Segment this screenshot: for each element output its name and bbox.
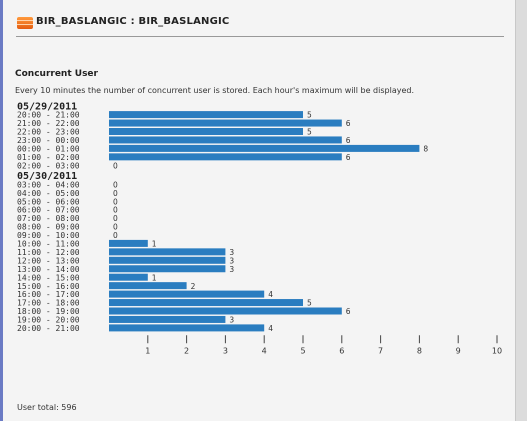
bar	[109, 324, 265, 332]
tick-label: 9	[456, 346, 461, 355]
bar	[109, 248, 226, 256]
tick-label: 10	[492, 346, 502, 355]
tick-label: 3	[223, 346, 228, 355]
date-header: 05/29/2011	[17, 102, 77, 113]
bar-value-label: 3	[229, 248, 234, 257]
scrollbar[interactable]	[515, 0, 527, 421]
bar-value-label: 3	[229, 265, 234, 274]
bar	[109, 136, 342, 144]
bar-value-label: 1	[152, 273, 157, 282]
bar-value-label: 6	[346, 153, 351, 162]
row-label: 09:00 - 10:00	[17, 231, 80, 240]
bar	[109, 299, 303, 307]
date-header: 05/30/2011	[17, 171, 77, 182]
bar-value-label: 2	[191, 282, 196, 291]
bar-value-label: 0	[113, 214, 118, 223]
tick-label: 2	[184, 346, 189, 355]
bar-value-label: 0	[113, 231, 118, 240]
bar	[109, 282, 187, 290]
bar-value-label: 0	[113, 206, 118, 215]
tick-label: 7	[378, 346, 383, 355]
bar	[109, 239, 148, 247]
row-label: 18:00 - 19:00	[17, 307, 80, 316]
row-label: 22:00 - 23:00	[17, 128, 80, 137]
bar-value-label: 5	[307, 299, 312, 308]
row-label: 15:00 - 16:00	[17, 282, 80, 291]
user-total: User total: 596	[17, 403, 77, 412]
row-label: 14:00 - 15:00	[17, 273, 80, 282]
bar	[109, 119, 342, 127]
bar-value-label: 6	[346, 307, 351, 316]
bar	[109, 144, 420, 152]
bar	[109, 307, 342, 315]
page-title: BIR_BASLANGIC : BIR_BASLANGIC	[36, 16, 230, 27]
row-label: 00:00 - 01:00	[17, 145, 80, 154]
bar-value-label: 0	[113, 161, 118, 170]
section-title: Concurrent User	[15, 69, 98, 79]
row-label: 23:00 - 00:00	[17, 136, 80, 145]
bar	[109, 273, 148, 281]
bar	[109, 315, 226, 323]
row-label: 06:00 - 07:00	[17, 206, 80, 215]
header-divider	[16, 36, 504, 37]
row-label: 01:00 - 02:00	[17, 153, 80, 162]
bar-value-label: 1	[152, 240, 157, 249]
row-label: 13:00 - 14:00	[17, 265, 80, 274]
bar-value-label: 0	[113, 180, 118, 189]
bar-value-label: 6	[346, 119, 351, 128]
bar-value-label: 5	[307, 128, 312, 137]
bar-value-label: 0	[113, 197, 118, 206]
bar-value-label: 3	[229, 316, 234, 325]
bar-value-label: 4	[268, 290, 273, 299]
row-label: 04:00 - 05:00	[17, 189, 80, 198]
row-label: 07:00 - 08:00	[17, 214, 80, 223]
row-label: 02:00 - 03:00	[17, 161, 80, 170]
bar-value-label: 6	[346, 136, 351, 145]
row-label: 11:00 - 12:00	[17, 248, 80, 257]
section-description: Every 10 minutes the number of concurren…	[15, 86, 415, 95]
bar-value-label: 3	[229, 256, 234, 265]
row-label: 12:00 - 13:00	[17, 256, 80, 265]
bar	[109, 265, 226, 273]
row-label: 17:00 - 18:00	[17, 299, 80, 308]
bar-value-label: 5	[307, 111, 312, 120]
bar-value-label: 8	[423, 145, 428, 154]
row-label: 03:00 - 04:00	[17, 180, 80, 189]
bar	[109, 128, 303, 135]
tick-label: 5	[300, 346, 305, 355]
row-label: 20:00 - 21:00	[17, 111, 80, 120]
row-label: 10:00 - 11:00	[17, 240, 80, 249]
report-icon	[17, 17, 33, 29]
row-label: 20:00 - 21:00	[17, 324, 80, 333]
row-label: 08:00 - 09:00	[17, 223, 80, 232]
tick-label: 8	[417, 346, 422, 355]
tick-label: 4	[262, 346, 267, 355]
tick-label: 6	[339, 346, 344, 355]
window-left-border	[0, 0, 3, 421]
row-label: 05:00 - 06:00	[17, 197, 80, 206]
content-panel	[3, 0, 515, 421]
row-label: 21:00 - 22:00	[17, 119, 80, 128]
bar	[109, 153, 342, 161]
bar-value-label: 0	[113, 223, 118, 232]
row-label: 19:00 - 20:00	[17, 316, 80, 325]
bar-value-label: 0	[113, 189, 118, 198]
tick-label: 1	[145, 346, 150, 355]
bar	[109, 290, 265, 298]
bar-value-label: 4	[268, 324, 273, 333]
row-label: 16:00 - 17:00	[17, 290, 80, 299]
bar	[109, 111, 303, 119]
bar	[109, 256, 226, 264]
